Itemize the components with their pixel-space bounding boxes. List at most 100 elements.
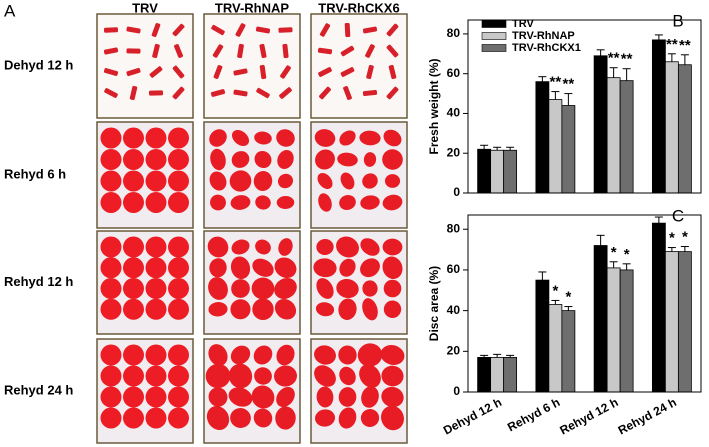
significance: * — [611, 244, 617, 261]
petal-disc — [357, 343, 383, 367]
bar — [477, 357, 492, 393]
petal-disc — [230, 195, 251, 210]
petal-disc — [123, 192, 144, 213]
petal-disc — [210, 148, 226, 171]
petal-disc — [360, 409, 380, 427]
y-axis-label: Fresh weight (%) — [427, 58, 441, 154]
petal-disc — [100, 344, 122, 366]
petal-disc — [319, 86, 331, 100]
petal-disc — [123, 386, 144, 408]
bar — [593, 245, 608, 393]
bar — [561, 105, 576, 194]
petal-disc — [145, 257, 167, 279]
petal-disc — [168, 407, 189, 429]
petal-disc — [152, 43, 160, 59]
petal-disc — [362, 173, 378, 189]
petal-disc — [315, 302, 335, 317]
petal-disc — [208, 302, 228, 317]
bar — [664, 61, 679, 194]
petal-disc — [381, 405, 404, 431]
petal-disc — [383, 129, 402, 147]
petal-disc — [339, 130, 356, 146]
petal-disc — [336, 278, 359, 299]
petal-disc — [123, 170, 144, 192]
petal-disc — [229, 170, 252, 192]
petal-disc — [317, 173, 333, 189]
petal-disc — [314, 409, 336, 427]
petal-disc — [386, 44, 399, 58]
bar — [677, 251, 692, 393]
petal-disc — [123, 236, 144, 258]
petal-disc — [252, 298, 274, 321]
petal-disc — [231, 279, 250, 298]
petal-disc — [123, 149, 144, 170]
y-tick-label: 80 — [447, 221, 461, 235]
petal-disc — [230, 408, 251, 428]
petal-disc — [251, 277, 275, 300]
legend-swatch — [481, 32, 507, 40]
petal-disc — [251, 385, 275, 409]
petal-disc — [233, 68, 248, 76]
petal-disc — [254, 131, 272, 145]
petal-disc — [237, 43, 244, 59]
petal-disc — [172, 23, 185, 37]
petal-disc — [145, 127, 167, 149]
y-tick-label: 20 — [447, 145, 461, 159]
bar — [619, 80, 634, 194]
bar — [548, 304, 563, 393]
petal-disc — [145, 278, 167, 299]
petal-disc — [123, 407, 144, 429]
y-tick-label: 20 — [447, 343, 461, 357]
panel-label: A — [4, 1, 16, 20]
legend-swatch — [481, 44, 507, 52]
petal-disc — [388, 64, 397, 80]
petal-disc — [208, 387, 228, 407]
petal-disc — [362, 89, 378, 97]
petal-disc — [366, 64, 374, 80]
petal-disc — [100, 278, 122, 299]
petal-disc — [100, 298, 122, 320]
petal-disc — [359, 130, 381, 146]
bar — [664, 251, 679, 393]
petal-disc — [338, 387, 357, 407]
significance: ** — [666, 36, 678, 53]
petal-disc — [172, 86, 185, 100]
bar — [651, 222, 666, 393]
petal-disc — [172, 65, 185, 79]
y-tick-label: 0 — [453, 185, 460, 199]
significance: ** — [621, 51, 633, 68]
petal-disc — [381, 386, 404, 408]
petal-disc — [123, 278, 144, 299]
petal-disc — [126, 48, 141, 54]
petal-disc — [230, 256, 251, 280]
bar — [535, 81, 550, 194]
y-tick-label: 80 — [447, 26, 461, 40]
significance: * — [552, 282, 558, 299]
bar — [677, 64, 692, 194]
petal-disc — [123, 257, 144, 279]
petal-disc — [384, 174, 401, 188]
legend-swatch — [481, 20, 507, 28]
petal-disc — [360, 238, 380, 256]
petal-disc — [315, 149, 335, 170]
petal-disc — [129, 85, 138, 101]
legend-label: TRV-RhNAP — [512, 30, 575, 42]
bar — [490, 149, 505, 194]
petal-disc — [339, 258, 356, 277]
petal-disc — [123, 127, 144, 149]
petal-disc — [100, 127, 122, 149]
petal-disc — [318, 193, 332, 212]
petal-disc — [100, 386, 122, 408]
petal-disc — [168, 170, 189, 192]
petal-disc — [274, 257, 297, 279]
petal-disc — [363, 152, 377, 167]
petal-disc — [276, 129, 295, 147]
petal-disc — [336, 236, 359, 258]
petal-disc — [338, 345, 357, 365]
petal-disc — [213, 65, 223, 79]
petal-disc — [228, 363, 253, 389]
petal-disc — [255, 26, 271, 34]
row-label: Dehyd 12 h — [4, 57, 73, 72]
petal-disc — [337, 152, 358, 167]
x-tick-label: Rehyd 6 h — [505, 395, 562, 434]
